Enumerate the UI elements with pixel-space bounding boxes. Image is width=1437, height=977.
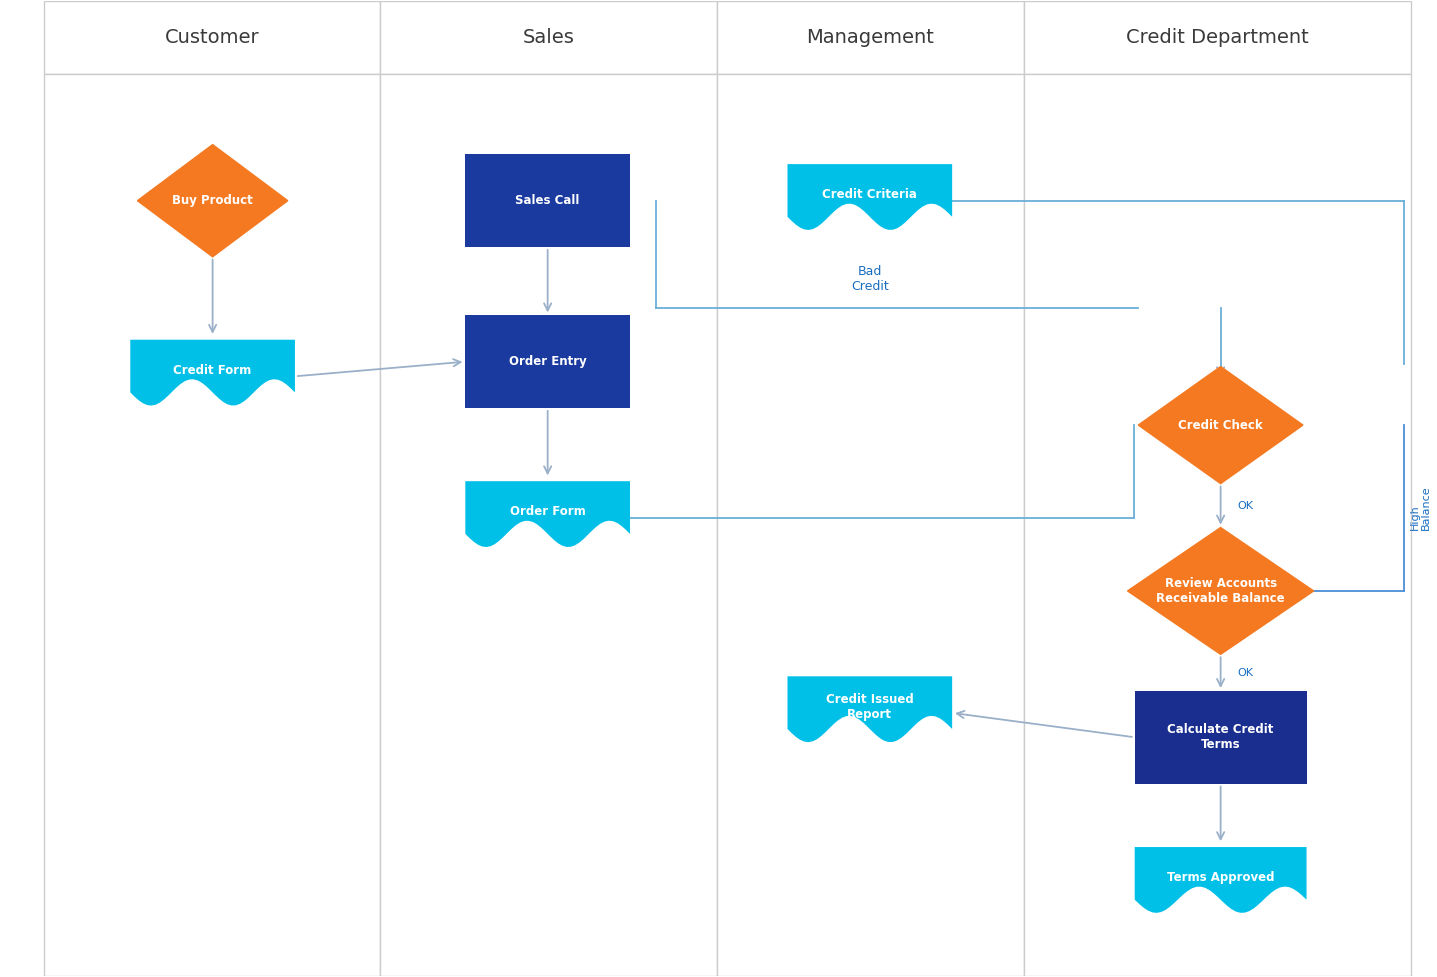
PathPatch shape [787, 676, 953, 743]
Text: Calculate Credit
Terms: Calculate Credit Terms [1167, 723, 1273, 751]
Text: Buy Product: Buy Product [172, 194, 253, 207]
FancyBboxPatch shape [466, 316, 629, 408]
Text: Terms Approved: Terms Approved [1167, 871, 1275, 884]
Text: Order Form: Order Form [510, 505, 585, 519]
Text: Order Entry: Order Entry [509, 356, 586, 368]
Text: Credit Check: Credit Check [1178, 418, 1263, 432]
FancyBboxPatch shape [1025, 74, 1411, 976]
PathPatch shape [466, 482, 629, 547]
Text: Review Accounts
Receivable Balance: Review Accounts Receivable Balance [1157, 577, 1285, 605]
FancyBboxPatch shape [717, 1, 1025, 74]
Text: OK: OK [1237, 500, 1255, 511]
Polygon shape [1138, 366, 1303, 484]
FancyBboxPatch shape [43, 1, 381, 74]
Text: High
Balance: High Balance [1410, 486, 1431, 531]
Text: Credit Department: Credit Department [1127, 27, 1309, 47]
PathPatch shape [1135, 847, 1306, 913]
Text: OK: OK [1237, 667, 1255, 678]
Polygon shape [138, 145, 287, 257]
FancyBboxPatch shape [381, 74, 717, 976]
Text: Sales: Sales [523, 27, 575, 47]
FancyBboxPatch shape [1135, 691, 1306, 784]
FancyBboxPatch shape [381, 1, 717, 74]
FancyBboxPatch shape [1025, 1, 1411, 74]
Text: Customer: Customer [165, 27, 259, 47]
FancyBboxPatch shape [466, 154, 629, 247]
Polygon shape [1128, 528, 1313, 655]
FancyBboxPatch shape [717, 74, 1025, 976]
Text: Credit Form: Credit Form [174, 364, 251, 377]
Text: Management: Management [806, 27, 934, 47]
PathPatch shape [787, 164, 953, 230]
Text: Credit Issued
Report: Credit Issued Report [826, 693, 914, 721]
Text: Credit Criteria: Credit Criteria [822, 189, 917, 201]
FancyBboxPatch shape [43, 74, 381, 976]
PathPatch shape [131, 340, 295, 405]
Text: Sales Call: Sales Call [516, 194, 581, 207]
Text: Bad
Credit: Bad Credit [851, 266, 888, 293]
